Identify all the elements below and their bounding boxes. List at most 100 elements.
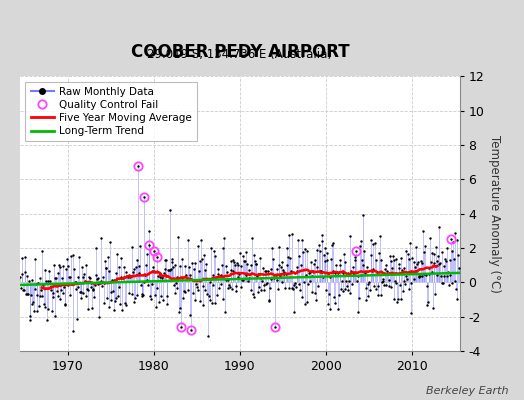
Point (114, 292, 122, 299)
Point (269, 274, 278, 281)
Point (287, 231, 296, 238)
Point (187, 327, 195, 334)
Point (228, 286, 236, 292)
Point (168, 256, 176, 262)
Point (168, 259, 177, 265)
Point (255, 284, 264, 291)
Point (438, 249, 446, 256)
Point (83, 286, 91, 292)
Point (391, 278, 399, 284)
Point (345, 290, 354, 296)
Point (426, 234, 434, 241)
Point (196, 258, 204, 264)
Point (222, 263, 231, 269)
Point (73, 316, 81, 322)
Point (261, 268, 269, 274)
Point (188, 260, 196, 266)
Point (83, 287, 92, 293)
Point (127, 290, 136, 297)
Point (289, 286, 297, 292)
Point (420, 271, 429, 277)
Point (419, 228, 427, 234)
Point (221, 276, 230, 283)
Point (254, 271, 263, 277)
Point (178, 274, 187, 281)
Point (100, 280, 108, 286)
Point (267, 266, 276, 272)
Point (132, 263, 140, 270)
Point (43, 305, 52, 312)
Point (448, 248, 456, 254)
Point (163, 293, 171, 300)
Point (276, 273, 285, 280)
Point (203, 276, 212, 282)
Point (94, 280, 103, 287)
Point (264, 268, 272, 274)
Point (199, 283, 208, 290)
Point (425, 264, 434, 271)
Point (282, 262, 291, 268)
Point (272, 276, 281, 283)
Point (78, 263, 86, 270)
Point (356, 243, 364, 250)
Point (342, 278, 351, 284)
Point (105, 268, 114, 274)
Point (198, 256, 206, 262)
Point (137, 282, 145, 288)
Point (84, 306, 93, 312)
Point (81, 262, 90, 269)
Point (268, 245, 276, 251)
Point (93, 276, 101, 282)
Point (230, 268, 238, 274)
Point (35, 302, 43, 309)
Point (41, 304, 50, 310)
Point (102, 265, 110, 272)
Point (234, 273, 243, 280)
Point (312, 297, 320, 304)
Point (452, 286, 460, 292)
Point (182, 272, 190, 278)
Point (153, 254, 161, 260)
Point (257, 275, 265, 281)
Point (58, 275, 66, 281)
Point (317, 268, 325, 274)
Point (27, 292, 35, 299)
Point (387, 284, 396, 290)
Point (191, 296, 200, 303)
Point (40, 300, 48, 307)
Point (308, 272, 316, 279)
Point (164, 267, 172, 273)
Point (252, 261, 260, 268)
Point (89, 286, 97, 292)
Point (162, 301, 171, 307)
Point (176, 305, 184, 311)
Point (444, 282, 453, 288)
Point (97, 235, 105, 241)
Point (239, 253, 248, 259)
Point (124, 272, 133, 278)
Point (155, 299, 163, 305)
Point (230, 258, 238, 265)
Point (160, 266, 169, 272)
Point (364, 281, 372, 287)
Point (23, 291, 31, 297)
Point (120, 264, 128, 270)
Y-axis label: Temperature Anomaly (°C): Temperature Anomaly (°C) (488, 135, 501, 293)
Point (405, 286, 413, 292)
Point (322, 286, 330, 293)
Point (258, 278, 266, 284)
Point (46, 278, 54, 284)
Point (170, 282, 178, 288)
Point (56, 296, 64, 302)
Point (51, 313, 60, 319)
Point (50, 262, 58, 268)
Point (269, 256, 277, 262)
Point (16, 274, 25, 280)
Point (250, 252, 258, 258)
Point (161, 257, 169, 263)
Point (282, 270, 290, 277)
Point (384, 283, 392, 289)
Point (453, 236, 462, 243)
Point (353, 278, 361, 284)
Point (362, 285, 370, 291)
